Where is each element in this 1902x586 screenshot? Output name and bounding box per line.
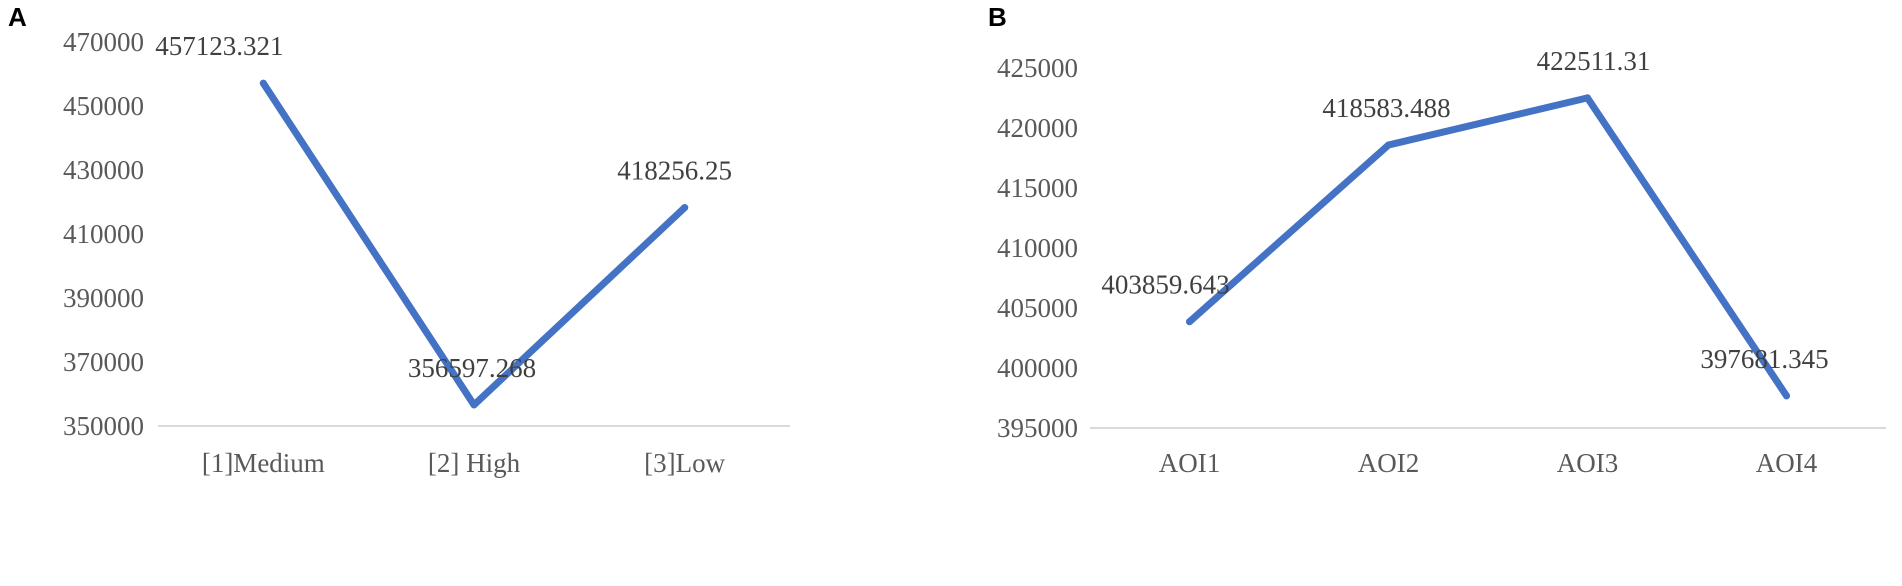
data-label: 418583.488 bbox=[1322, 93, 1450, 123]
y-tick-label: 405000 bbox=[997, 293, 1078, 323]
data-point bbox=[1385, 141, 1392, 149]
data-point bbox=[1186, 318, 1193, 326]
y-tick-label: 420000 bbox=[997, 113, 1078, 143]
y-tick-label: 450000 bbox=[63, 91, 144, 121]
x-tick-label: [1]Medium bbox=[202, 448, 325, 478]
y-tick-label: 425000 bbox=[997, 53, 1078, 83]
data-point bbox=[259, 79, 267, 87]
data-point bbox=[1783, 392, 1790, 400]
data-point bbox=[681, 204, 689, 212]
y-tick-label: 410000 bbox=[63, 219, 144, 249]
series-line bbox=[1186, 94, 1790, 400]
x-tick-label: AOI3 bbox=[1557, 448, 1619, 478]
x-tick-label: [2] High bbox=[428, 448, 521, 478]
data-label: 356597.268 bbox=[408, 353, 536, 383]
chart-b: B 395000 400000 405000 410000 415000 420000 425… bbox=[988, 2, 1886, 478]
y-tick-label: 370000 bbox=[63, 347, 144, 377]
data-point bbox=[1584, 94, 1591, 102]
y-tick-label: 415000 bbox=[997, 173, 1078, 203]
data-point bbox=[470, 401, 478, 409]
data-label: 397681.345 bbox=[1700, 344, 1828, 374]
y-tick-label: 350000 bbox=[63, 411, 144, 441]
data-label: 403859.643 bbox=[1101, 270, 1229, 300]
y-tick-label: 410000 bbox=[997, 233, 1078, 263]
y-tick-label: 400000 bbox=[997, 353, 1078, 383]
x-tick-label: [3]Low bbox=[644, 448, 725, 478]
y-tick-label: 395000 bbox=[997, 413, 1078, 443]
y-tick-label: 430000 bbox=[63, 155, 144, 185]
y-tick-label: 470000 bbox=[63, 27, 144, 57]
x-tick-label: AOI1 bbox=[1159, 448, 1221, 478]
panel-letter: A bbox=[8, 2, 27, 32]
chart-a: A 350000 370000 390000 410000 430000 450000 470… bbox=[8, 2, 790, 478]
data-label: 457123.321 bbox=[155, 31, 283, 61]
x-tick-label: AOI4 bbox=[1756, 448, 1818, 478]
data-label: 422511.31 bbox=[1537, 46, 1651, 76]
y-tick-label: 390000 bbox=[63, 283, 144, 313]
x-tick-label: AOI2 bbox=[1358, 448, 1420, 478]
data-label: 418256.25 bbox=[617, 156, 732, 186]
panel-letter: B bbox=[988, 2, 1007, 32]
